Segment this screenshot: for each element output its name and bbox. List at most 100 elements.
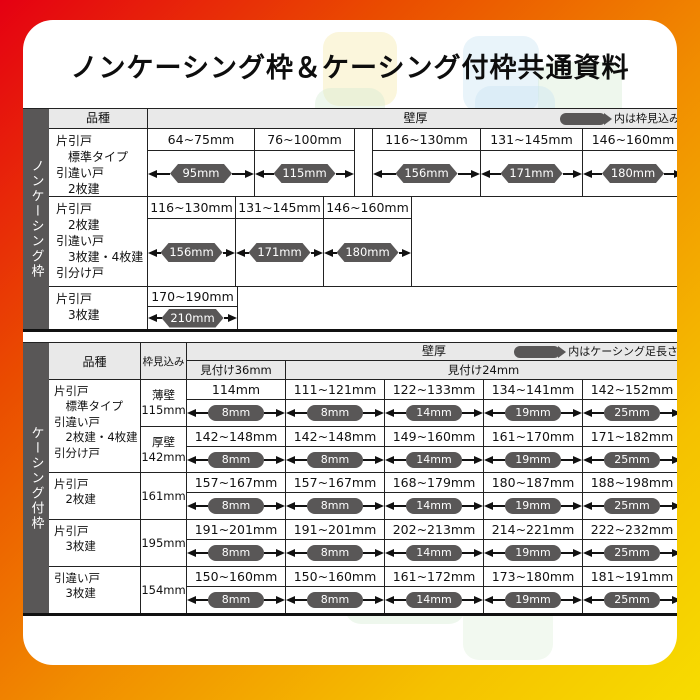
dimension-value-pill: 115mm [274,164,336,183]
arrowhead-left-icon [385,549,394,557]
dimension-value-pill: 180mm [602,164,664,183]
arrowhead-right-icon [573,596,582,604]
value-cell: 131~145mm 171mm [481,129,583,196]
arrow-line [264,412,276,414]
dimension-arrow: 8mm [187,545,285,561]
value-cell: 146~160mm 180mm [324,197,412,286]
table-row: 片引戸 標準タイプ 引違い戸 2枚建 64~75mm 95mm 76~100mm… [49,129,677,197]
value-cell: 191~201mm 8mm [187,520,286,566]
value-cell: 134~141mm 19mm [484,380,583,426]
value-cell: 171~182mm 25mm [583,427,677,472]
arrowhead-right-icon [474,549,483,557]
filler-cell [412,197,677,286]
arrowhead-left-icon [286,409,295,417]
legend-label: 内は枠見込み [614,112,677,125]
dimension-arrow: 8mm [187,498,285,514]
arrow-line [394,552,406,554]
kind-cell: 片引戸 3枚建 [49,520,141,566]
arrowhead-left-icon [324,248,333,257]
range-label: 168~179mm [385,473,483,493]
arrow-line [490,172,501,175]
dimension-arrow: 180mm [324,243,411,262]
dimension-value-pill: 14mm [406,545,462,561]
arrow-line [335,172,345,175]
sub-row: 厚壁 142mm 142~148mm 8mm 142~148mm 8mm 149… [141,426,677,472]
value-cell: 146~160mm 180mm [583,129,677,196]
table-row: 片引戸 2枚建 引違い戸 3枚建・4枚建 引分け戸 116~130mm 156m… [49,197,677,287]
wakumi-cell: 薄壁 115mm [141,380,187,426]
range-label: 173~180mm [484,567,582,587]
dimension-value-pill: 19mm [505,498,561,514]
arrowhead-left-icon [286,502,295,510]
arrow-line [264,599,276,601]
dimension-arrow: 8mm [187,592,285,608]
range-label: 116~130mm [373,129,480,151]
arrowhead-right-icon [573,409,582,417]
arrowhead-right-icon [474,409,483,417]
arrow-line [462,552,474,554]
dimension-value-pill: 171mm [249,243,311,262]
arrow-line [660,458,672,461]
arrowhead-left-icon [583,455,592,464]
header-mitsuke24: 見付け24mm [447,363,520,377]
range-label: 142~148mm [286,427,384,447]
arrow-line [223,317,228,319]
arrow-line [493,458,505,461]
dimension-value-pill: 19mm [505,405,561,421]
dimension-arrow: 156mm [373,164,480,183]
wakumi-cell: 195mm [141,520,187,566]
arrow-line [363,458,375,461]
arrow-line [196,552,208,554]
dimension-arrow: 8mm [187,405,285,421]
arrow-line [245,251,249,254]
range-label: 146~160mm [583,129,677,151]
arrowhead-right-icon [276,596,285,604]
range-label: 122~133mm [385,380,483,400]
legend-pill-tip-icon [558,345,567,358]
arrow-line [562,172,573,175]
arrow-line [462,412,474,414]
arrow-line [561,412,573,414]
arrowhead-left-icon [187,409,196,417]
arrowhead-right-icon [573,455,582,464]
value-cell: 150~160mm 8mm [187,567,286,613]
table-row: 片引戸 2枚建 161mm 157~167mm 8mm 157~167mm 8m… [49,473,677,520]
range-label: 171~182mm [583,427,677,447]
value-cell: 142~148mm 8mm [286,427,385,472]
arrowhead-right-icon [672,549,677,557]
filler-cell [238,287,677,329]
header-subrow: 見付け36mm 見付け24mm [187,361,677,379]
range-label: 214~221mm [484,520,582,540]
range-label: 111~121mm [286,380,384,400]
dimension-arrow: 8mm [286,592,384,608]
arrow-line [561,505,573,507]
arrow-line [382,172,396,175]
dimension-value-pill: 8mm [307,451,363,468]
dimension-arrow: 25mm [583,451,677,468]
arrow-line [457,172,471,175]
value-cell: 142~148mm 8mm [187,427,286,472]
dimension-arrow: 25mm [583,592,677,608]
arrowhead-left-icon [385,596,394,604]
wakumi-cell: 厚壁 142mm [141,427,187,472]
dimension-arrow: 8mm [286,405,384,421]
value-cell: 191~201mm 8mm [286,520,385,566]
arrowhead-right-icon [226,248,235,257]
table-row: 片引戸 3枚建 195mm 191~201mm 8mm 191~201mm 8m… [49,520,677,567]
dimension-arrow: 25mm [583,545,677,561]
row-group: 154mm 150~160mm 8mm 150~160mm 8mm 161~17… [141,567,677,613]
table-row: 引違い戸 3枚建 154mm 150~160mm 8mm 150~160mm 8… [49,567,677,613]
arrowhead-left-icon [286,549,295,557]
arrow-line [295,552,307,554]
arrowhead-right-icon [375,549,384,557]
arrowhead-right-icon [573,502,582,510]
arrowhead-right-icon [276,502,285,510]
dimension-value-pill: 8mm [208,545,264,561]
dimension-value-pill: 25mm [604,451,660,468]
dimension-arrow: 14mm [385,545,483,561]
arrowhead-left-icon [286,455,295,464]
value-cell: 188~198mm 25mm [583,473,677,519]
sub-row: 161mm 157~167mm 8mm 157~167mm 8mm 168~17… [141,473,677,519]
arrow-line [561,458,573,461]
gap-cell [355,129,373,196]
